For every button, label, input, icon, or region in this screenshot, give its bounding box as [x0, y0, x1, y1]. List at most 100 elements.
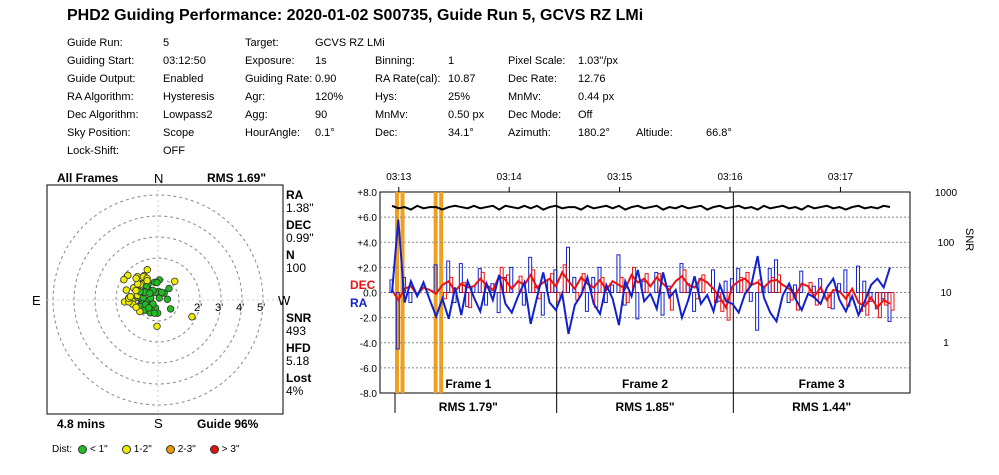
dec-correction — [877, 292, 882, 319]
info-label: HourAngle: — [245, 127, 301, 139]
scatter-point — [129, 300, 137, 308]
dec-correction — [619, 276, 624, 293]
info-label: Agg: — [245, 109, 268, 121]
scatter-point — [141, 306, 149, 314]
info-value: 03:12:50 — [163, 55, 206, 67]
scatter-point — [126, 292, 135, 301]
y-tick-label: -8.0 — [360, 389, 378, 400]
legend-dot — [209, 444, 219, 454]
legend-dot — [78, 444, 87, 454]
legend-label: 1-2" — [133, 444, 152, 455]
dec-correction — [550, 273, 555, 293]
ra-correction — [496, 292, 501, 314]
scatter-point — [143, 297, 152, 305]
scatter-point — [149, 300, 157, 308]
scatter-point — [133, 293, 142, 301]
scatter-point — [188, 313, 196, 321]
dec-correction — [682, 269, 687, 294]
scatter-ring — [73, 215, 243, 385]
info-label: Dec Mode: — [508, 109, 562, 121]
info-label: MnMv: — [375, 109, 408, 121]
stat-label: RA — [286, 188, 304, 202]
scatter-point — [145, 304, 153, 312]
frame-rms: RMS 1.85" — [615, 400, 674, 414]
info-value: Lowpass2 — [163, 109, 213, 121]
y-tick-label: 0.0 — [363, 289, 377, 300]
info-label: RA Rate(cal): — [375, 73, 441, 85]
dither-bar — [433, 192, 438, 393]
info-label: Dec: — [375, 127, 398, 139]
dec-correction — [858, 292, 863, 312]
scatter-point — [138, 299, 146, 308]
scatter-point — [144, 306, 152, 315]
scatter-point — [163, 295, 172, 303]
info-value: GCVS RZ LMi — [315, 37, 385, 49]
info-label: Binning: — [375, 55, 415, 67]
ra-correction — [458, 263, 463, 294]
dec-correction — [789, 292, 794, 301]
y2-tick-label: 1 — [943, 338, 949, 349]
dec-correction — [575, 292, 580, 301]
scatter-frame — [46, 184, 284, 415]
scatter-point — [135, 290, 144, 299]
info-value: 90 — [315, 109, 328, 121]
stat-label: DEC — [286, 218, 312, 232]
dec-correction — [556, 292, 561, 302]
ra-correction — [509, 266, 514, 293]
ra-correction — [698, 278, 703, 293]
scatter-point — [143, 266, 151, 274]
ra-correction — [811, 285, 816, 293]
scatter-point — [133, 272, 142, 281]
dec-correction — [669, 292, 674, 311]
dec-correction — [770, 276, 775, 293]
scatter-point — [146, 309, 155, 317]
ra-correction — [395, 292, 400, 350]
x-tick-label: 03:14 — [497, 172, 522, 183]
info-label: Guiding Start: — [67, 55, 135, 67]
scatter-point — [136, 294, 144, 302]
scatter-point — [122, 286, 131, 294]
y2-axis-label: SNR — [963, 228, 975, 251]
scatter-point — [129, 297, 137, 305]
ra-correction — [748, 292, 753, 302]
info-label: Target: — [245, 37, 279, 49]
scatter-point — [153, 278, 161, 287]
ra-correction — [868, 292, 873, 302]
stat-label: SNR — [286, 311, 312, 325]
info-value: 0.90 — [315, 73, 337, 85]
scatter-point — [151, 304, 160, 312]
dec-correction — [600, 276, 605, 293]
scatter-point — [131, 285, 140, 293]
info-label: MnMv: — [508, 91, 541, 103]
scatter-point — [125, 298, 133, 306]
ra-correction — [547, 279, 552, 293]
ra-correction — [767, 268, 772, 294]
stat-value: 1.38" — [286, 201, 314, 215]
ra-correction — [591, 276, 596, 293]
info-value: 25% — [448, 91, 471, 103]
scatter-point — [160, 289, 168, 297]
info-value: 0.44 px — [578, 91, 615, 103]
y-tick-label: +4.0 — [357, 238, 377, 249]
ra-correction — [635, 292, 640, 320]
compass-e: E — [32, 293, 41, 308]
scatter-point — [125, 294, 133, 302]
dec-correction — [531, 269, 536, 294]
scatter-point — [147, 286, 156, 295]
x-tick-label: 03:13 — [386, 172, 411, 183]
legend-label: < 1" — [90, 444, 108, 455]
scatter-point — [133, 291, 142, 300]
scatter-point — [158, 288, 166, 297]
scatter-point — [147, 287, 155, 295]
info-value: 12.76 — [578, 73, 606, 85]
ra-correction — [824, 292, 829, 300]
ra-correction — [792, 284, 797, 293]
ring-label: 4' — [236, 302, 244, 314]
dec-correction — [518, 275, 523, 294]
scatter-point — [140, 305, 148, 314]
ring-label: 3' — [215, 302, 223, 314]
ra-correction — [402, 276, 407, 293]
x-tick-label: 03:17 — [828, 172, 853, 183]
ra-correction — [755, 292, 760, 331]
